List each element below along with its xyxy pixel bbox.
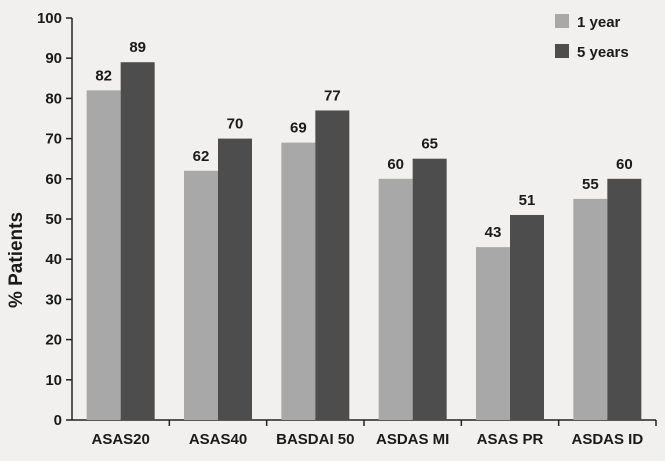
x-category-label: ASAS20 xyxy=(91,431,149,448)
y-tick-label: 10 xyxy=(45,372,62,389)
legend-label: 1 year xyxy=(577,14,621,31)
legend-swatch xyxy=(555,44,569,58)
x-category-label: ASDAS MI xyxy=(376,431,449,448)
data-label: 70 xyxy=(227,116,244,133)
y-tick-label: 20 xyxy=(45,332,62,349)
bar-5-years xyxy=(218,138,252,420)
bar-5-years xyxy=(607,178,642,420)
y-tick-label: 50 xyxy=(45,211,62,228)
x-category-label: ASAS PR xyxy=(477,431,544,448)
bar-5-years xyxy=(315,110,350,421)
legend-label: 5 years xyxy=(577,44,629,61)
data-label: 51 xyxy=(519,192,536,209)
bar-5-years xyxy=(412,158,447,420)
y-tick-label: 40 xyxy=(45,251,62,268)
bar-5-years xyxy=(510,214,544,420)
data-label: 82 xyxy=(95,67,112,84)
legend-swatch xyxy=(555,14,569,28)
bar-1-year xyxy=(573,198,608,420)
data-label: 62 xyxy=(193,148,210,165)
y-tick-label: 0 xyxy=(54,412,62,429)
x-category-label: BASDAI 50 xyxy=(276,431,354,448)
data-label: 43 xyxy=(485,224,502,241)
x-category-label: ASDAS ID xyxy=(571,431,643,448)
bar-1-year xyxy=(476,247,510,420)
bar-5-years xyxy=(120,62,155,420)
y-tick-label: 90 xyxy=(45,50,62,67)
data-label: 65 xyxy=(421,136,438,153)
data-label: 60 xyxy=(616,156,633,173)
bar-1-year xyxy=(281,142,316,420)
y-tick-label: 30 xyxy=(45,291,62,308)
y-tick-label: 80 xyxy=(45,90,62,107)
y-tick-label: 60 xyxy=(45,171,62,188)
data-label: 77 xyxy=(324,87,341,104)
y-tick-label: 100 xyxy=(37,10,62,27)
x-category-label: ASAS40 xyxy=(189,431,247,448)
y-tick-label: 70 xyxy=(45,131,62,148)
bar-1-year xyxy=(184,170,218,420)
y-axis-title: % Patients xyxy=(6,212,27,308)
bar-1-year xyxy=(378,178,413,420)
data-label: 89 xyxy=(129,39,146,56)
data-label: 60 xyxy=(387,156,404,173)
data-label: 55 xyxy=(582,176,599,193)
data-label: 69 xyxy=(290,120,307,137)
bar-1-year xyxy=(86,90,121,421)
